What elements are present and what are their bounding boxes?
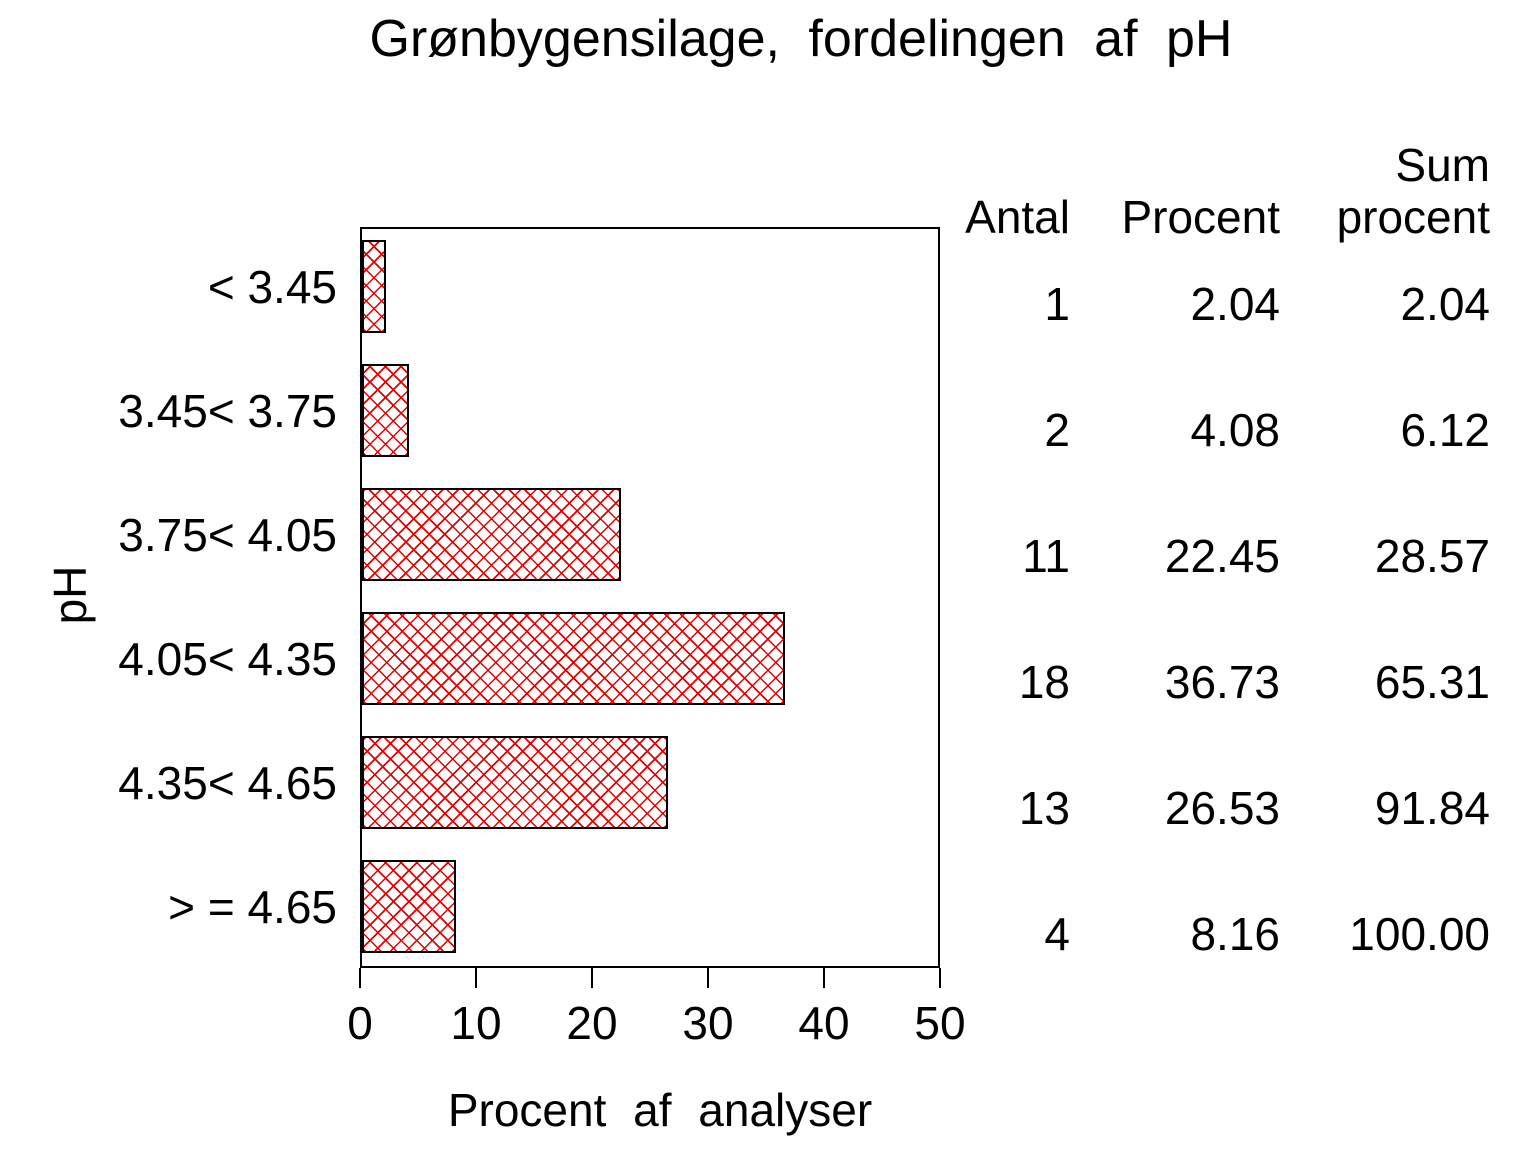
table-cell-procent: 4.08 <box>1190 404 1280 456</box>
bar-ge-465 <box>362 860 456 953</box>
table-cell-procent: 8.16 <box>1190 908 1280 960</box>
x-tick-label-30: 30 <box>682 997 734 1049</box>
x-tick-label-50: 50 <box>914 997 966 1049</box>
table-cell-antal: 11 <box>1022 530 1070 582</box>
bar-lt-345 <box>362 240 386 333</box>
table-cell-procent: 2.04 <box>1190 278 1280 330</box>
table-header-antal: Antal <box>965 191 1070 243</box>
x-tick-50 <box>939 968 941 988</box>
category-label-345-375: 3.45< 3.75 <box>118 385 337 437</box>
x-tick-label-40: 40 <box>798 997 850 1049</box>
category-label-375-405: 3.75< 4.05 <box>118 509 337 561</box>
table-cell-procent: 22.45 <box>1164 530 1280 582</box>
table-cell-sum: 2.04 <box>1400 278 1490 330</box>
table-cell-antal: 13 <box>1018 782 1070 834</box>
x-tick-40 <box>823 968 825 988</box>
category-label-405-435: 4.05< 4.35 <box>118 633 337 685</box>
table-cell-procent: 36.73 <box>1164 656 1280 708</box>
table-cell-antal: 4 <box>1044 908 1070 960</box>
x-tick-label-10: 10 <box>450 997 502 1049</box>
table-cell-sum: 6.12 <box>1400 404 1490 456</box>
table-cell-sum: 100.00 <box>1349 908 1490 960</box>
x-tick-30 <box>707 968 709 988</box>
category-label-lt-345: < 3.45 <box>207 261 337 313</box>
bar-375-405 <box>362 488 621 581</box>
plot-area <box>360 227 940 968</box>
table-cell-sum: 65.31 <box>1374 656 1490 708</box>
bar-435-465 <box>362 736 668 829</box>
y-axis-title: pH <box>44 565 96 625</box>
category-label-435-465: 4.35< 4.65 <box>118 757 337 809</box>
x-axis-title: Procent af analyser <box>447 1084 873 1136</box>
table-header-sum-line2: procent <box>1336 191 1490 243</box>
x-tick-label-20: 20 <box>566 997 618 1049</box>
chart-title: Grønbygensilage, fordelingen af pH <box>369 10 1233 68</box>
table-cell-sum: 28.57 <box>1374 530 1490 582</box>
x-tick-20 <box>591 968 593 988</box>
table-cell-sum: 91.84 <box>1374 782 1490 834</box>
x-tick-label-0: 0 <box>347 997 373 1049</box>
table-header-sum-line1: Sum <box>1395 139 1490 191</box>
table-cell-antal: 18 <box>1018 656 1070 708</box>
bar-345-375 <box>362 364 409 457</box>
table-cell-antal: 1 <box>1044 278 1070 330</box>
table-header-procent: Procent <box>1121 191 1280 243</box>
category-label-ge-465: > = 4.65 <box>168 881 337 933</box>
x-tick-10 <box>475 968 477 988</box>
table-cell-procent: 26.53 <box>1164 782 1280 834</box>
x-tick-0 <box>359 968 361 988</box>
table-cell-antal: 2 <box>1044 404 1070 456</box>
bar-405-435 <box>362 612 785 705</box>
